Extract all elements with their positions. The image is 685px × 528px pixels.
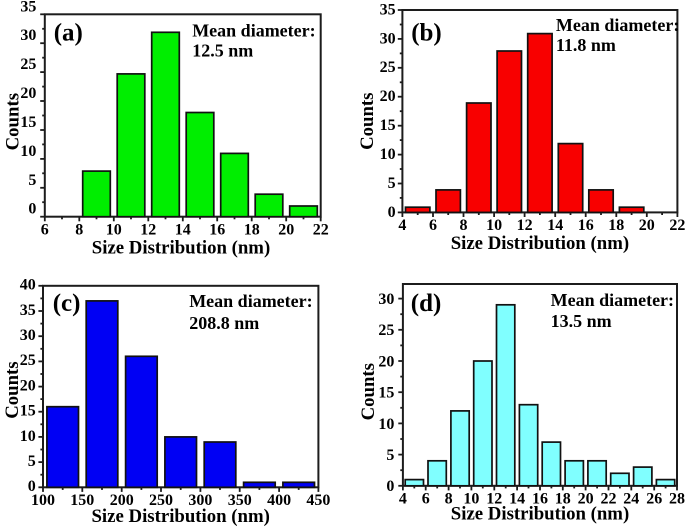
svg-text:6: 6: [41, 222, 49, 239]
svg-text:22: 22: [601, 490, 617, 507]
svg-text:300: 300: [188, 492, 212, 509]
svg-text:Size Distribution (nm): Size Distribution (nm): [451, 233, 629, 254]
svg-text:Mean diameter:: Mean diameter:: [192, 21, 315, 41]
svg-text:25: 25: [20, 352, 36, 369]
svg-text:35: 35: [380, 1, 396, 18]
svg-text:20: 20: [20, 377, 36, 394]
svg-text:35: 35: [20, 302, 36, 319]
svg-text:20: 20: [578, 490, 594, 507]
svg-text:(a): (a): [54, 20, 83, 47]
svg-text:40: 40: [20, 277, 36, 294]
svg-text:20: 20: [20, 85, 36, 102]
svg-text:4: 4: [398, 217, 406, 234]
svg-text:10: 10: [106, 222, 122, 239]
svg-text:16: 16: [578, 217, 594, 234]
svg-text:Counts: Counts: [2, 361, 23, 418]
svg-text:15: 15: [20, 114, 36, 131]
svg-text:5: 5: [388, 175, 396, 192]
svg-text:200: 200: [110, 492, 134, 509]
svg-text:18: 18: [608, 217, 624, 234]
svg-text:18: 18: [555, 490, 571, 507]
svg-text:16: 16: [209, 222, 225, 239]
svg-text:250: 250: [149, 492, 173, 509]
svg-text:10: 10: [380, 146, 396, 163]
svg-text:Counts: Counts: [357, 92, 378, 149]
svg-text:6: 6: [422, 490, 430, 507]
svg-text:25: 25: [20, 56, 36, 73]
svg-text:450: 450: [306, 492, 330, 509]
svg-text:Counts: Counts: [2, 93, 23, 150]
svg-text:(d): (d): [411, 290, 442, 317]
svg-text:20: 20: [278, 222, 294, 239]
svg-text:Counts: Counts: [358, 363, 379, 420]
svg-text:Mean diameter:: Mean diameter:: [551, 290, 674, 310]
svg-text:28: 28: [669, 490, 685, 507]
svg-text:35: 35: [20, 0, 36, 15]
svg-text:25: 25: [380, 59, 396, 76]
svg-text:15: 15: [378, 385, 394, 402]
svg-text:(b): (b): [411, 20, 442, 47]
svg-text:10: 10: [20, 143, 36, 160]
svg-text:30: 30: [378, 291, 394, 308]
svg-text:Size Distribution (nm): Size Distribution (nm): [92, 237, 270, 258]
svg-text:0: 0: [388, 204, 396, 221]
svg-text:10: 10: [463, 490, 479, 507]
svg-text:26: 26: [646, 490, 662, 507]
svg-text:22: 22: [313, 222, 329, 239]
svg-text:24: 24: [623, 490, 639, 507]
svg-text:8: 8: [75, 222, 83, 239]
svg-text:8: 8: [460, 217, 468, 234]
svg-text:30: 30: [380, 30, 396, 47]
svg-text:0: 0: [386, 478, 394, 495]
svg-text:15: 15: [380, 117, 396, 134]
svg-text:Size Distribution (nm): Size Distribution (nm): [451, 503, 629, 524]
svg-text:10: 10: [486, 217, 502, 234]
svg-text:20: 20: [639, 217, 655, 234]
svg-text:12: 12: [486, 490, 502, 507]
svg-text:14: 14: [175, 222, 191, 239]
svg-text:350: 350: [228, 492, 252, 509]
svg-text:0: 0: [28, 201, 36, 218]
svg-text:5: 5: [28, 172, 36, 189]
svg-text:(c): (c): [53, 290, 81, 317]
svg-text:Mean diameter:: Mean diameter:: [556, 15, 679, 35]
svg-text:0: 0: [28, 478, 36, 495]
svg-text:5: 5: [386, 447, 394, 464]
svg-text:14: 14: [509, 490, 525, 507]
svg-text:12: 12: [517, 217, 533, 234]
svg-text:25: 25: [378, 322, 394, 339]
svg-text:30: 30: [20, 27, 36, 44]
svg-text:30: 30: [20, 327, 36, 344]
svg-text:4: 4: [399, 490, 407, 507]
svg-text:13.5 nm: 13.5 nm: [551, 311, 612, 331]
svg-text:Mean diameter:: Mean diameter:: [189, 291, 312, 311]
svg-text:22: 22: [669, 217, 685, 234]
svg-text:400: 400: [267, 492, 291, 509]
svg-text:5: 5: [28, 453, 36, 470]
svg-text:14: 14: [547, 217, 563, 234]
svg-text:150: 150: [70, 492, 94, 509]
svg-text:8: 8: [445, 490, 453, 507]
svg-text:10: 10: [20, 428, 36, 445]
svg-text:6: 6: [429, 217, 437, 234]
svg-text:12.5 nm: 12.5 nm: [192, 41, 253, 61]
svg-text:20: 20: [380, 88, 396, 105]
svg-text:Size Distribution (nm): Size Distribution (nm): [91, 506, 269, 527]
svg-text:20: 20: [378, 353, 394, 370]
svg-text:208.8 nm: 208.8 nm: [189, 313, 259, 333]
svg-text:16: 16: [532, 490, 548, 507]
svg-text:12: 12: [140, 222, 156, 239]
svg-text:18: 18: [244, 222, 260, 239]
svg-text:10: 10: [378, 416, 394, 433]
svg-text:100: 100: [31, 492, 55, 509]
svg-text:15: 15: [20, 403, 36, 420]
svg-text:11.8 nm: 11.8 nm: [556, 35, 616, 55]
